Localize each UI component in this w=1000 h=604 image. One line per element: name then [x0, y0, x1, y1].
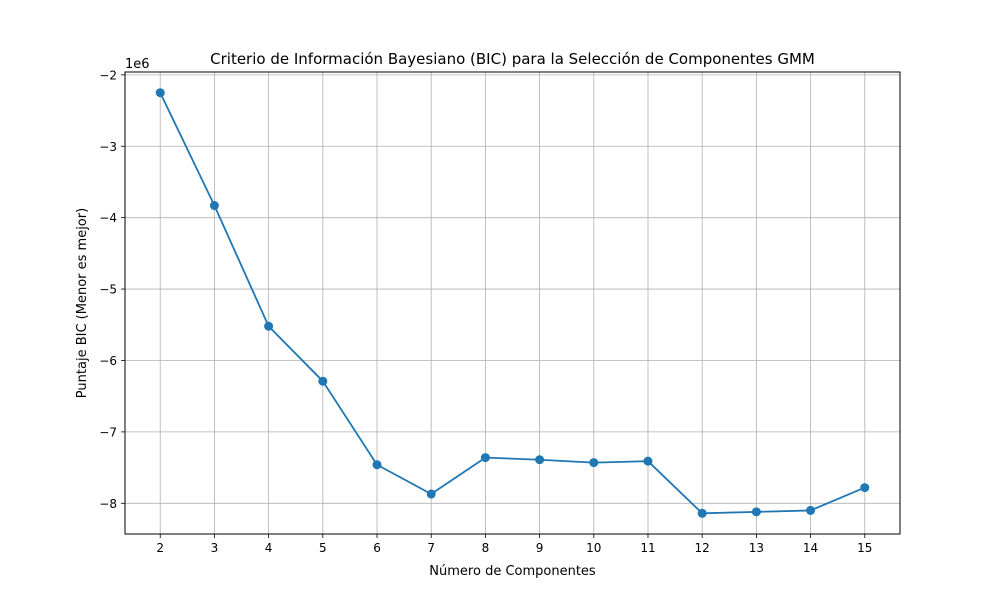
y-tick-label: −7 — [99, 425, 117, 439]
x-tick-label: 14 — [803, 541, 818, 555]
data-point-marker — [751, 507, 761, 517]
y-tick-label: −3 — [99, 140, 117, 154]
x-tick-label: 9 — [536, 541, 544, 555]
data-point-marker — [426, 489, 436, 499]
x-tick-label: 6 — [373, 541, 381, 555]
x-tick-label: 7 — [427, 541, 435, 555]
x-tick-label: 12 — [695, 541, 710, 555]
data-point-marker — [643, 456, 653, 466]
y-axis-label: Puntaje BIC (Menor es mejor) — [75, 208, 90, 398]
data-point-marker — [806, 505, 816, 515]
y-tick-label: −5 — [99, 283, 117, 297]
series-layer — [155, 88, 870, 518]
x-tick-label: 4 — [265, 541, 273, 555]
grid-layer — [125, 72, 900, 534]
x-tick-label: 15 — [857, 541, 872, 555]
series-line — [159, 92, 866, 515]
x-tick-label: 10 — [586, 541, 601, 555]
y-axis-offset-label: 1e6 — [125, 57, 150, 72]
x-tick-label: 13 — [749, 541, 764, 555]
x-tick-label: 8 — [482, 541, 490, 555]
plot-frame — [124, 71, 901, 535]
x-tick-label: 5 — [319, 541, 327, 555]
data-point-marker — [589, 458, 599, 468]
chart-title: Criterio de Información Bayesiano (BIC) … — [210, 50, 815, 68]
y-tick-label: −8 — [99, 497, 117, 511]
x-tick-label: 2 — [156, 541, 164, 555]
data-point-marker — [535, 455, 545, 465]
data-point-marker — [264, 321, 274, 331]
x-tick-label: 11 — [640, 541, 655, 555]
y-tick-label: −4 — [99, 211, 117, 225]
data-point-marker — [155, 88, 165, 98]
x-tick-label: 3 — [211, 541, 219, 555]
data-point-marker — [209, 201, 219, 211]
data-point-marker — [318, 376, 328, 386]
data-point-marker — [480, 453, 490, 463]
y-tick-label: −6 — [99, 354, 117, 368]
data-point-marker — [372, 460, 382, 470]
x-axis-label: Número de Componentes — [429, 564, 596, 579]
y-tick-label: −2 — [99, 68, 117, 82]
data-point-marker — [860, 483, 870, 493]
tick-layer: 2 3 4 5 6 7 8 9 10 11 12 13 14 15 −8 −7 −6 −5 −4 −3 −2 — [99, 68, 872, 555]
data-point-marker — [697, 508, 707, 518]
